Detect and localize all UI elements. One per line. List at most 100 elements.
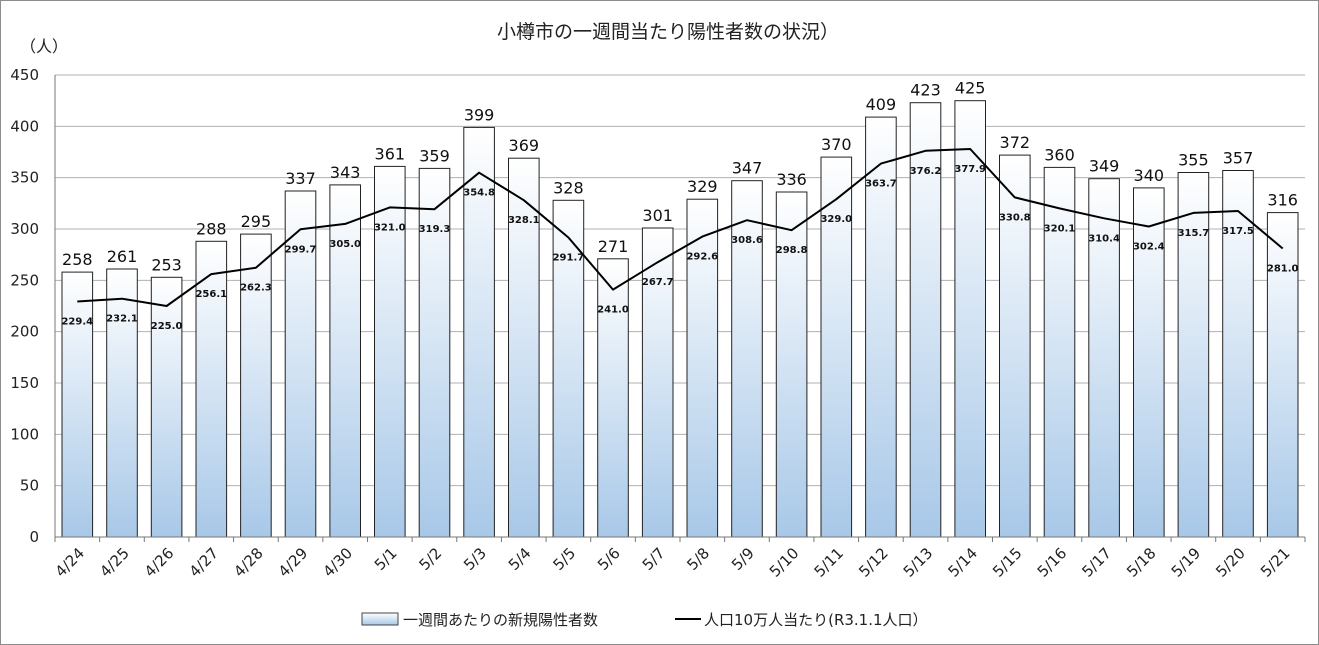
bar-value-label: 336 [776, 170, 807, 189]
line-value-label: 267.7 [642, 277, 674, 288]
line-value-label: 229.4 [61, 317, 93, 328]
line-value-label: 298.8 [776, 245, 808, 256]
bar-value-label: 316 [1267, 191, 1298, 210]
x-tick-label: 5/10 [766, 544, 803, 581]
y-tick-label: 400 [10, 117, 39, 135]
legend-line-label: 人口10万人当たり(R3.1.1人口） [704, 611, 928, 629]
bar [865, 116, 897, 538]
line-value-label: 363.7 [865, 179, 897, 190]
bar [820, 156, 853, 538]
x-tick-label: 5/7 [639, 544, 669, 574]
bar [284, 190, 317, 538]
x-tick-label: 4/29 [275, 544, 312, 581]
x-tick-label: 5/2 [416, 544, 446, 574]
x-tick-label: 5/11 [811, 544, 848, 581]
y-tick-label: 200 [10, 323, 39, 341]
bar [999, 154, 1031, 538]
line-value-label: 376.2 [910, 166, 942, 177]
bar-value-label: 369 [509, 136, 540, 155]
x-tick-label: 4/28 [230, 544, 267, 581]
x-tick-label: 5/12 [855, 544, 892, 581]
line-value-label: 281.0 [1267, 264, 1299, 275]
bar [731, 180, 763, 538]
line-value-label: 262.3 [240, 283, 272, 294]
line-value-label: 330.8 [999, 212, 1031, 223]
line-value-label: 308.6 [731, 235, 763, 246]
x-tick-label: 4/25 [96, 544, 133, 581]
bar-value-label: 253 [151, 255, 182, 274]
line-value-label: 317.5 [1222, 226, 1254, 237]
line-value-label: 299.7 [285, 244, 317, 255]
line-value-label: 241.0 [597, 305, 629, 316]
x-tick-label: 4/26 [141, 544, 178, 581]
line-value-label: 292.6 [686, 252, 718, 263]
x-tick-label: 5/3 [460, 544, 490, 574]
x-tick-label: 4/30 [319, 544, 356, 581]
line-value-label: 305.0 [329, 239, 361, 250]
line-value-label: 354.8 [463, 188, 495, 199]
bar [641, 227, 674, 538]
bar-value-label: 423 [910, 81, 941, 100]
x-tick-label: 5/21 [1257, 544, 1294, 581]
bar-value-label: 360 [1044, 145, 1075, 164]
bar-value-label: 349 [1089, 157, 1120, 176]
bar-value-label: 361 [375, 144, 406, 163]
x-tick-label: 5/9 [728, 544, 758, 574]
x-tick-label: 4/24 [52, 544, 89, 581]
bar-series [61, 100, 1299, 538]
x-tick-label: 5/14 [944, 544, 981, 581]
bar-value-label: 359 [419, 146, 450, 165]
bar-value-label: 340 [1134, 166, 1165, 185]
bar [1088, 178, 1120, 538]
legend-bar-swatch [361, 612, 399, 626]
line-value-label: 225.0 [151, 321, 183, 332]
bar-value-label: 343 [330, 163, 361, 182]
bar-value-labels: 258 261 253 288 295 337 343 361 359 399 369 328 271 3… [62, 79, 1298, 275]
line-value-label: 310.4 [1088, 233, 1120, 244]
x-tick-label: 5/15 [989, 544, 1026, 581]
bar [150, 276, 183, 538]
y-tick-label: 300 [10, 220, 39, 238]
x-axis-ticks: 4/24 4/25 4/26 4/27 4/28 4/29 4/30 5/1 5/2 5/3 5/4… [52, 544, 1294, 581]
y-axis-ticks: 0 50 100 150 200 250 300 350 400 450 [10, 66, 39, 546]
bar-value-label: 347 [732, 159, 763, 178]
legend: 一週間あたりの新規陽性者数 人口10万人当たり(R3.1.1人口） [361, 611, 928, 629]
line-value-label: 328.1 [508, 215, 540, 226]
bar-value-label: 258 [62, 250, 93, 269]
bar [1177, 172, 1210, 538]
x-tick-label: 5/17 [1078, 544, 1115, 581]
x-tick-label: 5/5 [549, 544, 579, 574]
bar [597, 258, 629, 538]
bar [775, 191, 808, 538]
y-tick-label: 0 [29, 528, 39, 546]
line-value-label: 256.1 [195, 289, 227, 300]
chart-title: 小樽市の一週間当たり陽性者数の状況） [497, 21, 839, 43]
bar [106, 268, 138, 538]
line-value-label: 377.9 [954, 164, 986, 175]
bar-value-label: 271 [598, 237, 629, 256]
bar-value-label: 355 [1178, 151, 1209, 170]
x-tick-label: 5/13 [900, 544, 937, 581]
bar-value-label: 261 [107, 247, 138, 266]
bar-value-label: 337 [285, 169, 316, 188]
x-tick-label: 5/6 [594, 544, 624, 574]
bar-value-label: 409 [866, 95, 897, 114]
x-tick-label: 5/4 [505, 544, 535, 574]
bar [374, 165, 406, 538]
x-tick-label: 5/20 [1212, 544, 1249, 581]
bar-value-label: 399 [464, 105, 495, 124]
bar [909, 102, 942, 538]
x-tick-label: 4/27 [186, 544, 223, 581]
bar [552, 199, 585, 538]
bar-value-label: 372 [1000, 133, 1031, 152]
x-tick-label: 5/1 [371, 544, 401, 574]
x-tick-label: 5/19 [1168, 544, 1205, 581]
line-value-label: 319.3 [419, 224, 451, 235]
x-tick-label: 5/8 [683, 544, 713, 574]
bar-value-label: 295 [241, 212, 272, 231]
bar-value-label: 301 [642, 206, 673, 225]
bar-value-label: 357 [1223, 149, 1254, 168]
axes [54, 75, 1306, 542]
line-value-label: 329.0 [820, 214, 852, 225]
